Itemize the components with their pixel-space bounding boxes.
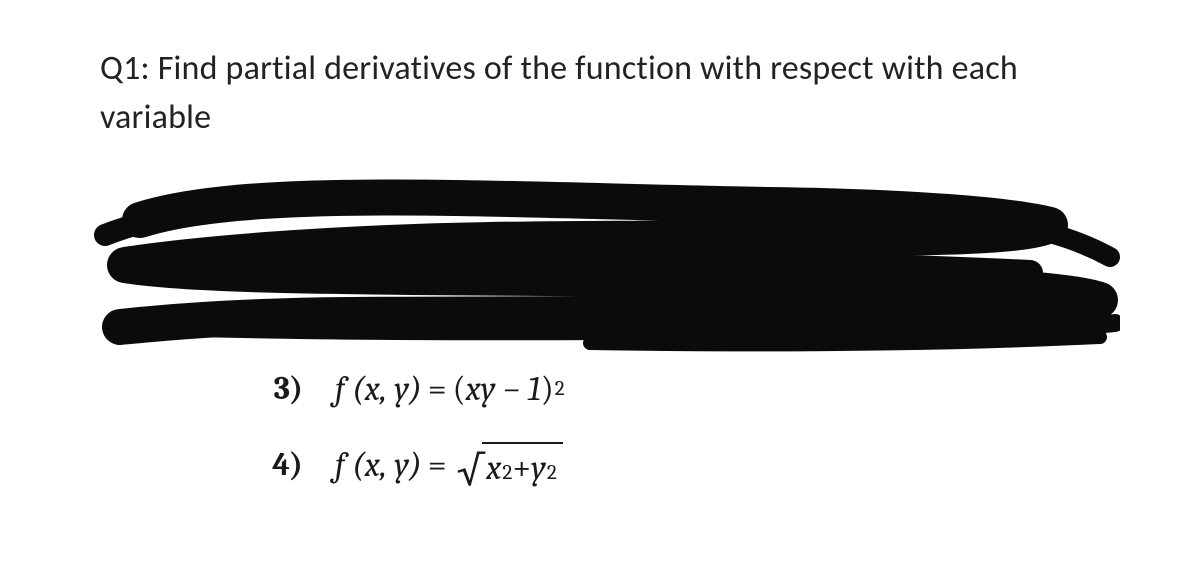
page-root: Q1: Find partial derivatives of the func… bbox=[0, 0, 1200, 563]
fn-lhs: f (x, y) bbox=[335, 445, 422, 485]
item-number: 4) bbox=[265, 446, 303, 483]
plus: + bbox=[512, 448, 531, 488]
radicand: x 2 + y 2 bbox=[482, 442, 563, 488]
radical-icon: √ bbox=[457, 454, 485, 488]
base-inner: xy − 1 bbox=[466, 369, 541, 409]
sqrt: √ x 2 + y 2 bbox=[457, 442, 563, 488]
question-body: Find partial derivatives of the function… bbox=[100, 48, 1018, 138]
equation-body: f (x, y) = ( xy − 1 ) 2 bbox=[335, 369, 565, 409]
equals-sign: = bbox=[428, 445, 447, 485]
equation-list: 3) f (x, y) = ( xy − 1 ) 2 4) f (x, y) =… bbox=[100, 359, 1100, 495]
fn-lhs: f (x, y) bbox=[335, 369, 422, 409]
question-label: Q1: bbox=[100, 48, 150, 89]
equals-sign: = bbox=[428, 369, 447, 409]
equation-item: 4) f (x, y) = √ x 2 + y 2 bbox=[265, 435, 1100, 495]
var-x: x bbox=[486, 448, 501, 488]
var-y: y bbox=[531, 448, 546, 488]
redacted-block bbox=[100, 165, 1100, 345]
equation-body: f (x, y) = √ x 2 + y 2 bbox=[335, 442, 563, 488]
scribble-strokes bbox=[105, 197, 1115, 344]
equation-item: 3) f (x, y) = ( xy − 1 ) 2 bbox=[265, 359, 1100, 419]
open-paren: ( bbox=[453, 369, 466, 409]
question-text: Q1: Find partial derivatives of the func… bbox=[100, 44, 1100, 143]
item-number: 3) bbox=[265, 370, 303, 407]
scribble-icon bbox=[70, 165, 1120, 365]
close-paren: ) bbox=[541, 369, 554, 409]
